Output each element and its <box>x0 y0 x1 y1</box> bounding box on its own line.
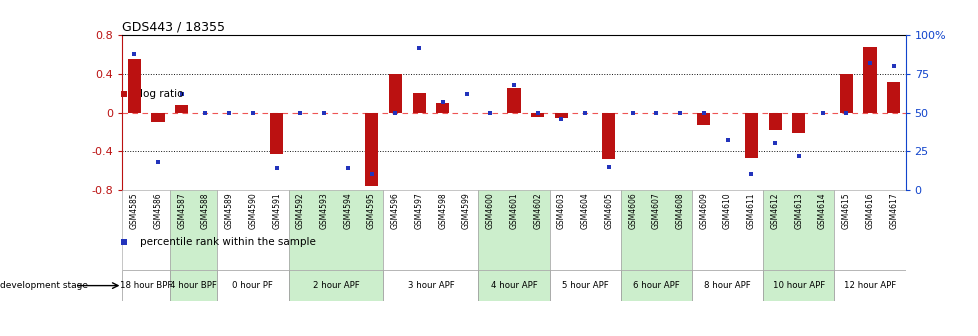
Bar <box>365 113 378 186</box>
Text: GSM4596: GSM4596 <box>390 192 399 229</box>
Text: GDS443 / 18355: GDS443 / 18355 <box>122 20 225 34</box>
Text: GSM4609: GSM4609 <box>698 192 708 229</box>
Bar <box>383 270 478 301</box>
Bar <box>388 74 401 113</box>
Bar <box>289 270 383 301</box>
Bar <box>122 190 169 270</box>
Bar <box>478 190 549 270</box>
Bar <box>175 105 188 113</box>
Bar <box>833 270 905 301</box>
Bar <box>555 113 567 118</box>
Text: 3 hour APF: 3 hour APF <box>407 281 454 290</box>
Bar <box>152 113 164 122</box>
Bar <box>691 190 763 270</box>
Text: log ratio: log ratio <box>140 89 183 99</box>
Text: GSM4607: GSM4607 <box>651 192 660 229</box>
Text: GSM4586: GSM4586 <box>154 192 162 229</box>
Text: GSM4614: GSM4614 <box>818 192 826 229</box>
Text: GSM4617: GSM4617 <box>888 192 897 229</box>
Bar <box>696 113 710 125</box>
Bar <box>412 93 425 113</box>
Text: GSM4616: GSM4616 <box>865 192 873 229</box>
Text: GSM4612: GSM4612 <box>770 192 778 229</box>
Bar <box>863 47 875 113</box>
Text: GSM4594: GSM4594 <box>343 192 352 229</box>
Bar <box>833 190 905 270</box>
Text: GSM4611: GSM4611 <box>746 192 755 229</box>
Bar <box>763 270 833 301</box>
Text: GSM4610: GSM4610 <box>723 192 732 229</box>
Bar <box>217 190 289 270</box>
Text: GSM4606: GSM4606 <box>628 192 637 229</box>
Text: GSM4592: GSM4592 <box>295 192 304 229</box>
Bar <box>549 190 620 270</box>
Bar <box>620 270 691 301</box>
Text: GSM4588: GSM4588 <box>200 192 209 229</box>
Bar <box>839 74 852 113</box>
Bar <box>169 190 217 270</box>
Text: GSM4598: GSM4598 <box>438 192 447 229</box>
Text: GSM4613: GSM4613 <box>793 192 803 229</box>
Bar <box>383 190 478 270</box>
Bar <box>744 113 757 158</box>
Text: 8 hour APF: 8 hour APF <box>703 281 750 290</box>
Bar <box>507 88 520 113</box>
Text: 6 hour APF: 6 hour APF <box>633 281 679 290</box>
Text: GSM4589: GSM4589 <box>224 192 234 229</box>
Bar <box>169 270 217 301</box>
Text: GSM4590: GSM4590 <box>248 192 257 229</box>
Text: 0 hour PF: 0 hour PF <box>232 281 273 290</box>
Bar <box>478 270 549 301</box>
Text: GSM4595: GSM4595 <box>367 192 376 229</box>
Text: 2 hour APF: 2 hour APF <box>312 281 359 290</box>
Bar <box>691 270 763 301</box>
Text: GSM4615: GSM4615 <box>841 192 850 229</box>
Bar <box>531 113 544 117</box>
Bar <box>549 270 620 301</box>
Text: development stage: development stage <box>0 281 88 290</box>
Bar <box>763 190 833 270</box>
Text: GSM4602: GSM4602 <box>533 192 542 229</box>
Text: GSM4591: GSM4591 <box>272 192 281 229</box>
Text: GSM4600: GSM4600 <box>485 192 494 229</box>
Bar <box>601 113 615 159</box>
Bar <box>768 113 780 130</box>
Text: GSM4587: GSM4587 <box>177 192 186 229</box>
Bar <box>217 270 289 301</box>
Text: 4 hour APF: 4 hour APF <box>490 281 537 290</box>
Text: GSM4599: GSM4599 <box>462 192 470 229</box>
Text: 4 hour BPF: 4 hour BPF <box>170 281 217 290</box>
Text: GSM4608: GSM4608 <box>675 192 684 229</box>
Text: GSM4603: GSM4603 <box>556 192 565 229</box>
Text: 18 hour BPF: 18 hour BPF <box>119 281 172 290</box>
Bar <box>289 190 383 270</box>
Text: GSM4597: GSM4597 <box>414 192 423 229</box>
Text: GSM4604: GSM4604 <box>580 192 589 229</box>
Bar <box>436 103 449 113</box>
Text: GSM4605: GSM4605 <box>603 192 613 229</box>
Text: GSM4601: GSM4601 <box>509 192 518 229</box>
Bar <box>270 113 283 154</box>
Text: GSM4593: GSM4593 <box>319 192 329 229</box>
Bar <box>886 82 900 113</box>
Bar <box>127 59 141 113</box>
Bar <box>122 270 169 301</box>
Bar <box>620 190 691 270</box>
Text: percentile rank within the sample: percentile rank within the sample <box>140 237 316 247</box>
Text: GSM4585: GSM4585 <box>130 192 139 229</box>
Text: 5 hour APF: 5 hour APF <box>561 281 608 290</box>
Bar <box>791 113 805 133</box>
Text: 12 hour APF: 12 hour APF <box>843 281 895 290</box>
Text: 10 hour APF: 10 hour APF <box>772 281 824 290</box>
